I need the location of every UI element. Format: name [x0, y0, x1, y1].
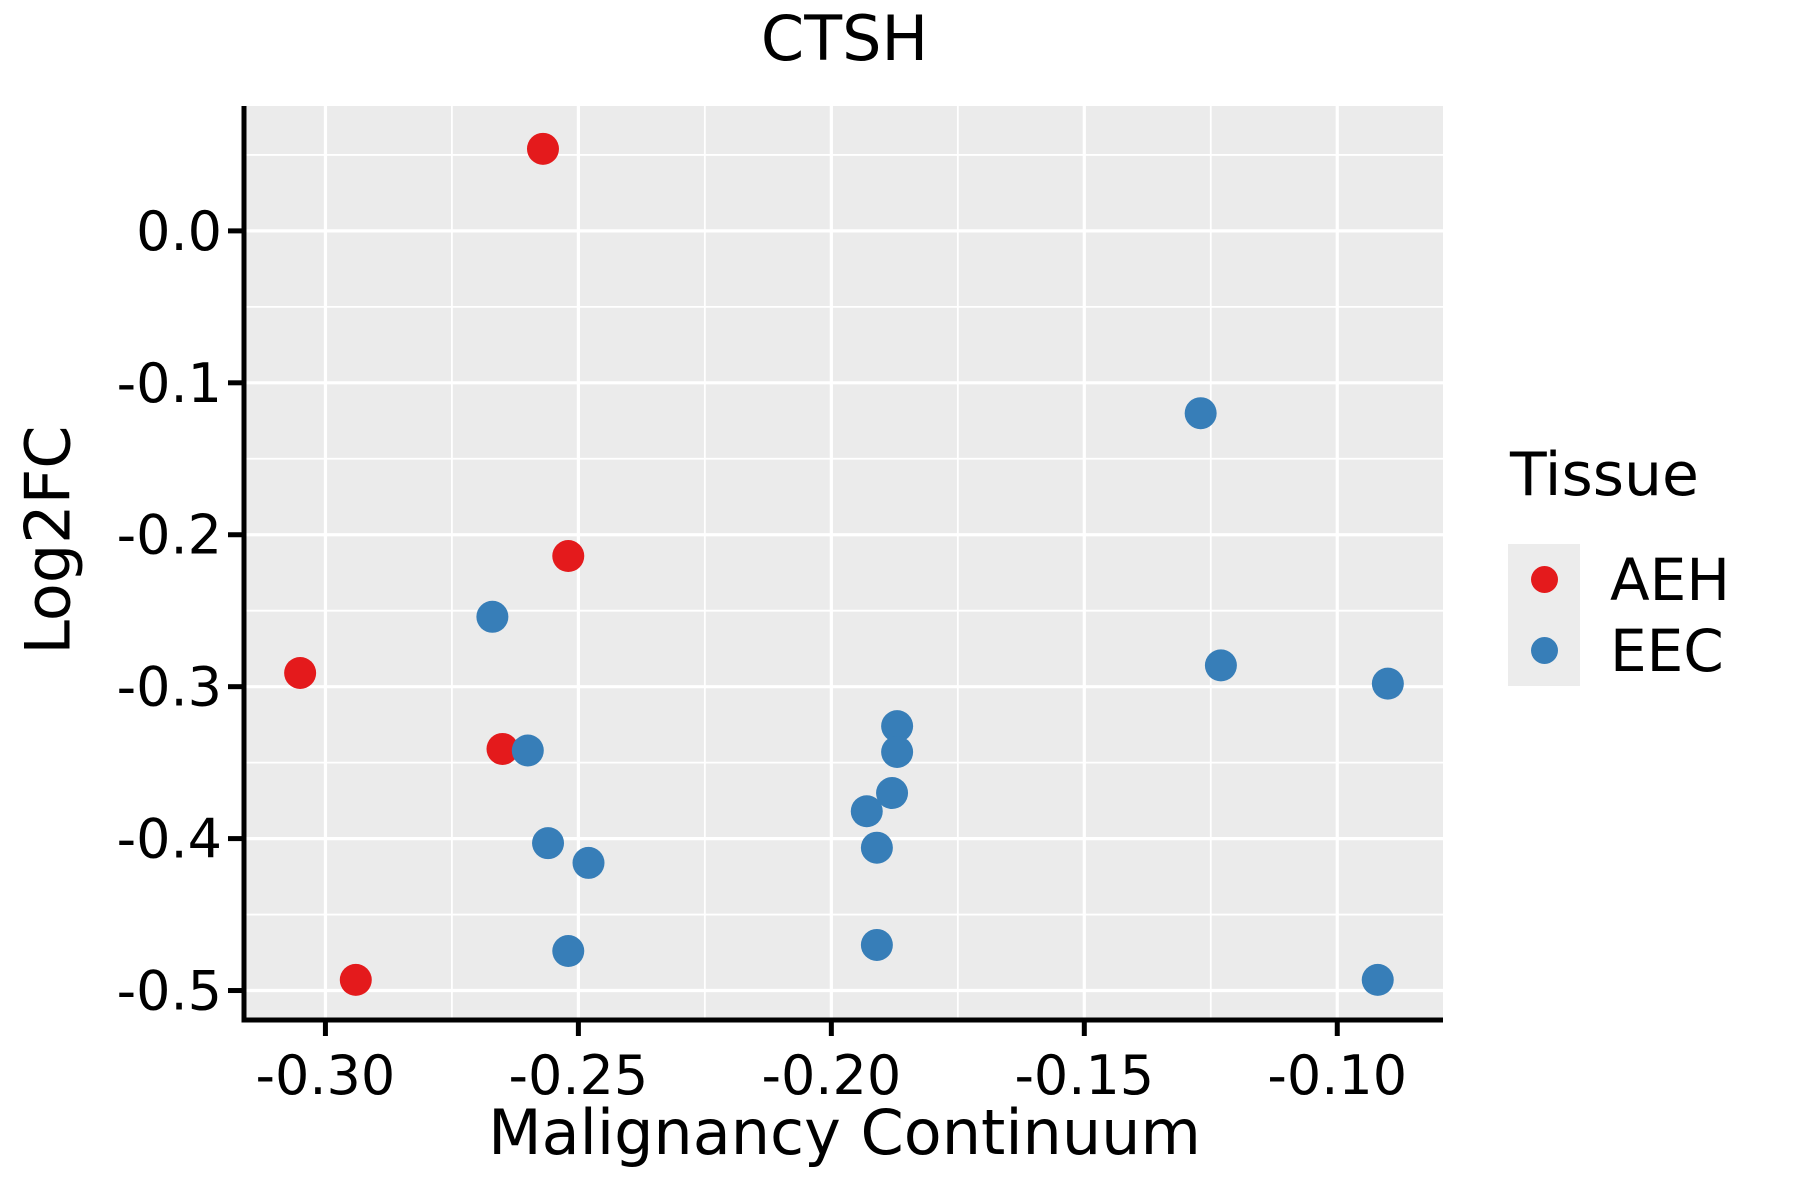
y-axis-label: Log2FC	[11, 425, 85, 655]
x-tick-label: -0.25	[509, 1044, 649, 1107]
legend-label-eec: EEC	[1610, 616, 1724, 685]
data-point-eec	[850, 795, 883, 828]
data-point-eec	[876, 777, 909, 810]
legend: Tissue AEH EEC	[1508, 440, 1730, 686]
data-point-eec	[532, 827, 565, 860]
data-point-eec	[1184, 397, 1217, 430]
plot-panel	[246, 106, 1443, 1020]
data-point-eec	[1204, 649, 1237, 682]
data-point-eec	[476, 600, 509, 633]
data-point-aeh	[552, 540, 585, 573]
x-axis-label: Malignancy Continuum	[488, 1096, 1201, 1169]
data-point-eec	[881, 735, 914, 768]
data-point-aeh	[339, 963, 372, 996]
data-point-aeh	[284, 656, 317, 689]
x-tick-label: -0.20	[761, 1044, 901, 1107]
legend-label-aeh: AEH	[1610, 545, 1730, 614]
data-point-aeh	[486, 732, 519, 765]
data-point-eec	[572, 846, 605, 879]
x-tick-label: -0.30	[256, 1044, 396, 1107]
data-point-aeh	[526, 132, 559, 165]
x-tick-label: -0.15	[1014, 1044, 1154, 1107]
data-point-eec	[511, 734, 544, 767]
data-point-eec	[1361, 963, 1394, 996]
eec-marker-icon	[1530, 637, 1558, 664]
legend-entry-aeh: AEH	[1508, 544, 1730, 615]
y-tick-label: 0.0	[136, 200, 222, 263]
data-point-eec	[860, 928, 893, 961]
data-point-eec	[881, 710, 914, 743]
y-tick-label: -0.4	[117, 808, 222, 871]
y-tick-label: -0.1	[117, 352, 222, 415]
legend-key-box	[1508, 615, 1580, 686]
y-tick-label: -0.2	[117, 504, 222, 567]
y-tick-label: -0.3	[117, 656, 222, 719]
data-point-eec	[552, 935, 585, 968]
chart-title: CTSH	[760, 2, 929, 75]
legend-entry-eec: EEC	[1508, 615, 1730, 686]
legend-key-box	[1508, 544, 1580, 615]
data-point-eec	[1371, 667, 1404, 700]
legend-title: Tissue	[1510, 440, 1699, 510]
y-tick-label: -0.5	[117, 960, 222, 1023]
data-point-eec	[860, 831, 893, 864]
aeh-marker-icon	[1530, 566, 1558, 593]
x-tick-label: -0.10	[1267, 1044, 1407, 1107]
